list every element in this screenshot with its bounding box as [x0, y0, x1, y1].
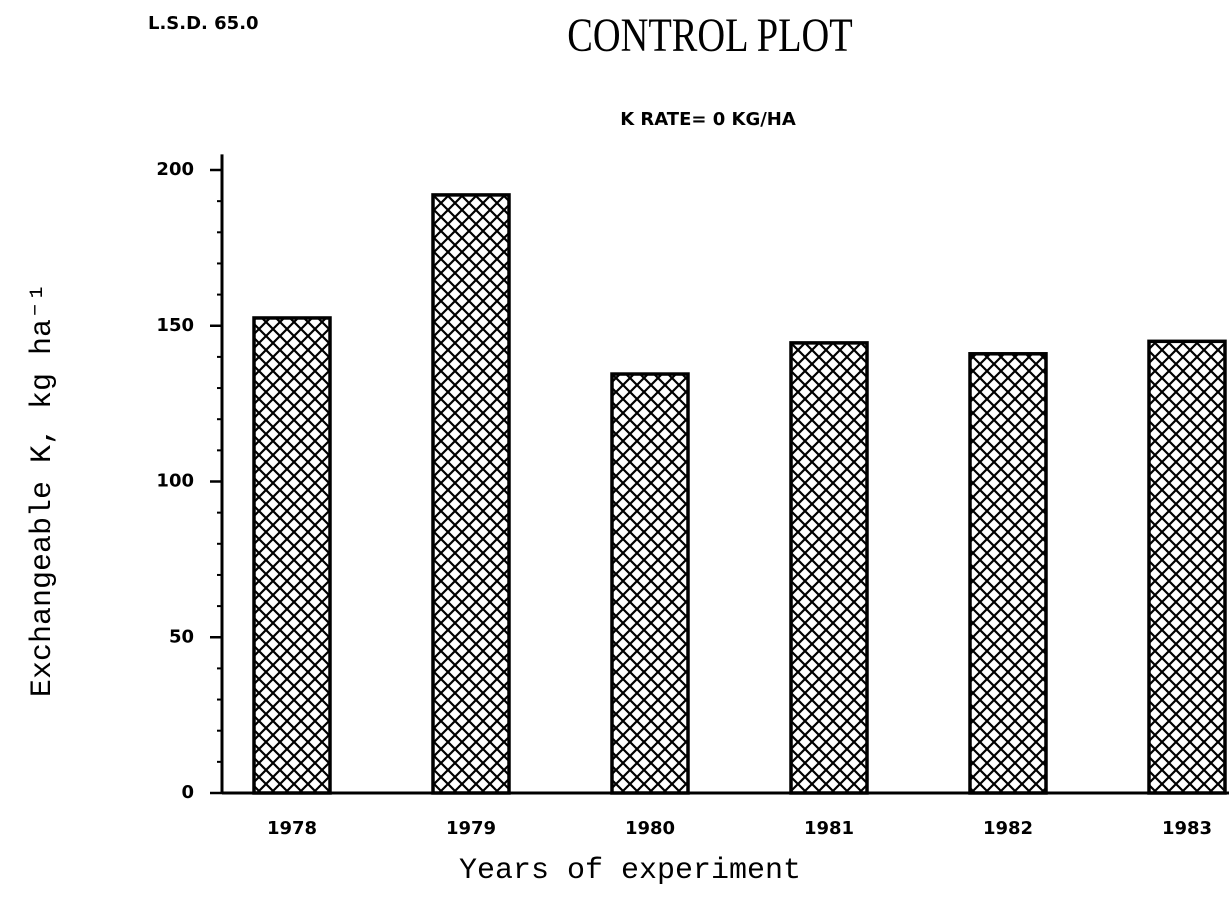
y-tick-label: 200 [156, 159, 194, 180]
x-tick-label: 1979 [446, 818, 496, 839]
bar [431, 193, 511, 795]
x-axis-label: Years of experiment [459, 854, 801, 888]
bar [968, 352, 1048, 795]
x-tick-label: 1980 [625, 818, 675, 839]
y-tick-label: 150 [156, 315, 194, 336]
x-tick-label: 1978 [267, 818, 317, 839]
x-tick-label: 1981 [804, 818, 854, 839]
annotation: L.S.D. 65.0 [148, 13, 259, 34]
y-tick-label: 0 [181, 782, 194, 803]
bar [789, 341, 869, 795]
x-tick-label: 1983 [1162, 818, 1212, 839]
bar [610, 372, 690, 795]
x-tick-label: 1982 [983, 818, 1033, 839]
y-tick-label: 100 [156, 471, 194, 492]
chart-title: CONTROL PLOT [567, 9, 852, 62]
y-axis-label: Exchangeable K, kg ha⁻¹ [26, 283, 60, 697]
bar [252, 316, 332, 795]
y-tick-label: 50 [169, 626, 194, 647]
chart-subtitle: K RATE= 0 KG/HA [620, 109, 796, 130]
bar [1147, 339, 1227, 795]
